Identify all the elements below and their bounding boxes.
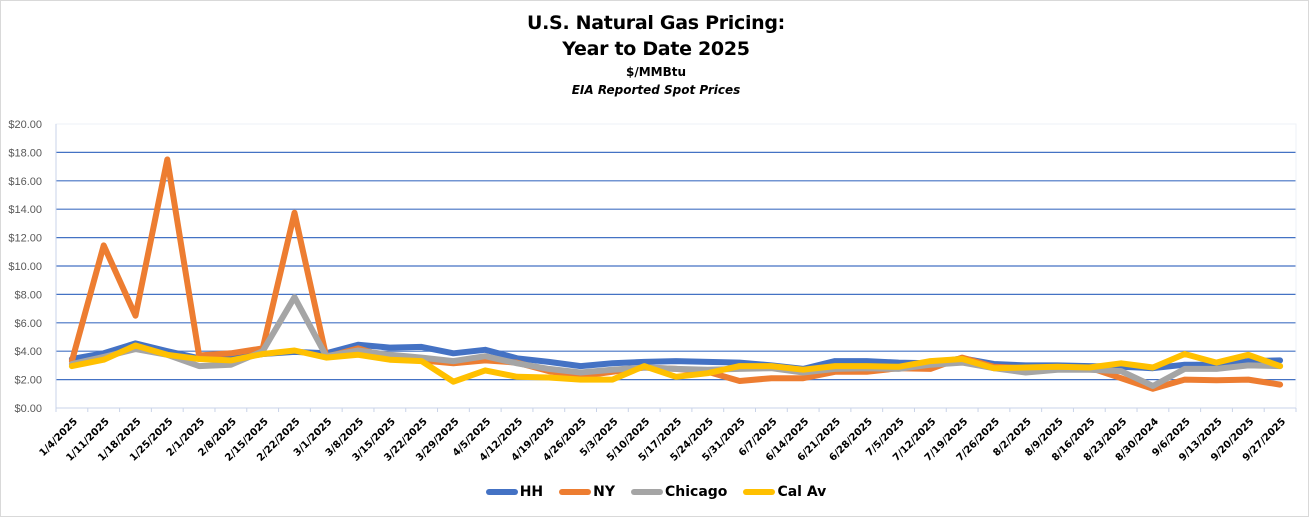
chart-title: U.S. Natural Gas Pricing: [527,12,785,34]
legend-swatch [631,489,663,495]
x-axis-tick-labels: 1/4/20251/11/20251/18/20251/25/20252/1/2… [38,416,1289,463]
chart-subtitle-source: EIA Reported Spot Prices [571,83,741,97]
legend-label: NY [593,484,615,500]
legend-label: Cal Av [777,484,827,500]
legend-item-chicago: Chicago [631,484,727,500]
y-axis-tick-labels: $0.00 $2.00 $4.00 $6.00 $8.00 $10.00 $12.00 $14… [8,119,42,415]
series-line-cal-av [68,342,1284,385]
chart-titles: U.S. Natural Gas Pricing: Year to Date 2… [0,10,1312,98]
legend: HH NY Chicago Cal Av [0,484,1312,500]
y-tick-label: $12.00 [8,233,42,245]
y-tick-label: $20.00 [8,119,42,131]
legend-item-cal-av: Cal Av [743,484,826,500]
y-tick-label: $0.00 [14,403,42,415]
chart-subtitle-units: $/MMBtu [625,65,687,79]
y-tick-label: $16.00 [8,176,42,188]
legend-swatch [559,489,592,495]
gridlines [56,151,1296,381]
series-line-chicago [68,294,1284,389]
legend-item-ny: NY [559,484,615,500]
legend-swatch [743,489,776,495]
y-tick-label: $6.00 [14,318,42,330]
legend-item-hh: HH [485,484,544,500]
y-tick-label: $2.00 [14,375,42,387]
y-tick-label: $4.00 [14,346,42,358]
axes [55,123,1297,412]
y-tick-label: $8.00 [14,289,42,301]
series-lines [68,156,1284,392]
y-tick-label: $10.00 [8,261,42,273]
y-tick-label: $18.00 [8,147,42,159]
legend-label: HH [519,484,544,500]
chart-title-line2: Year to Date 2025 [562,38,750,60]
y-tick-label: $14.00 [8,204,42,216]
legend-swatch [485,489,518,495]
legend-label: Chicago [665,484,728,500]
